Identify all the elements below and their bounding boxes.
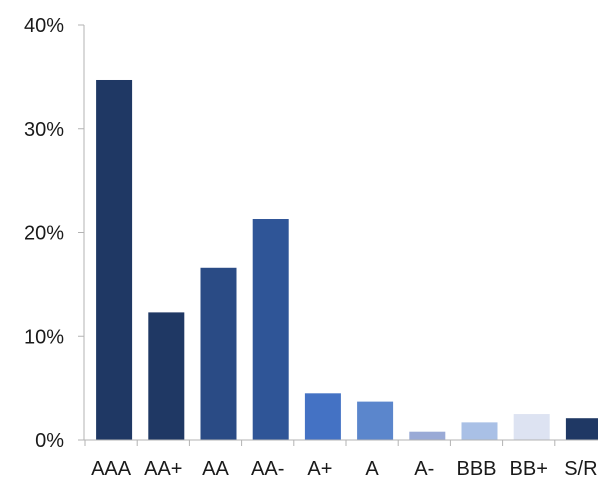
bar-aa- bbox=[252, 219, 289, 440]
bars bbox=[96, 79, 598, 441]
x-axis-ticks: AAA AA+ AA AA- A+ A A- BBB BB+ S/R bbox=[84, 440, 598, 477]
bar-a bbox=[357, 401, 394, 440]
bar-a- bbox=[304, 393, 341, 440]
bar-aaa bbox=[96, 79, 133, 441]
x-tick-label: A bbox=[365, 458, 379, 477]
y-tick-label: 40% bbox=[24, 15, 64, 37]
bar-bb- bbox=[513, 414, 550, 440]
bar-a- bbox=[409, 431, 446, 440]
x-tick-label: AAA bbox=[91, 458, 132, 477]
bar-s-r bbox=[565, 418, 598, 440]
bar-aa- bbox=[148, 312, 185, 440]
x-tick-label: BBB bbox=[456, 458, 496, 477]
x-tick-label: S/R bbox=[564, 458, 597, 477]
x-tick-label: A- bbox=[414, 458, 434, 477]
y-tick-label: 0% bbox=[35, 430, 64, 452]
x-tick-label: AA- bbox=[251, 458, 284, 477]
bar-bbb bbox=[461, 422, 498, 440]
y-tick-label: 20% bbox=[24, 223, 64, 245]
x-tick-label: AA+ bbox=[144, 458, 182, 477]
bar-aa bbox=[200, 267, 237, 440]
y-tick-label: 10% bbox=[24, 326, 64, 348]
x-tick-label: AA bbox=[202, 458, 229, 477]
y-tick-label: 30% bbox=[24, 119, 64, 141]
y-axis-ticks: 0% 10% 20% 30% 40% bbox=[24, 15, 84, 452]
x-tick-label: A+ bbox=[307, 458, 332, 477]
x-tick-label: BB+ bbox=[510, 458, 548, 477]
